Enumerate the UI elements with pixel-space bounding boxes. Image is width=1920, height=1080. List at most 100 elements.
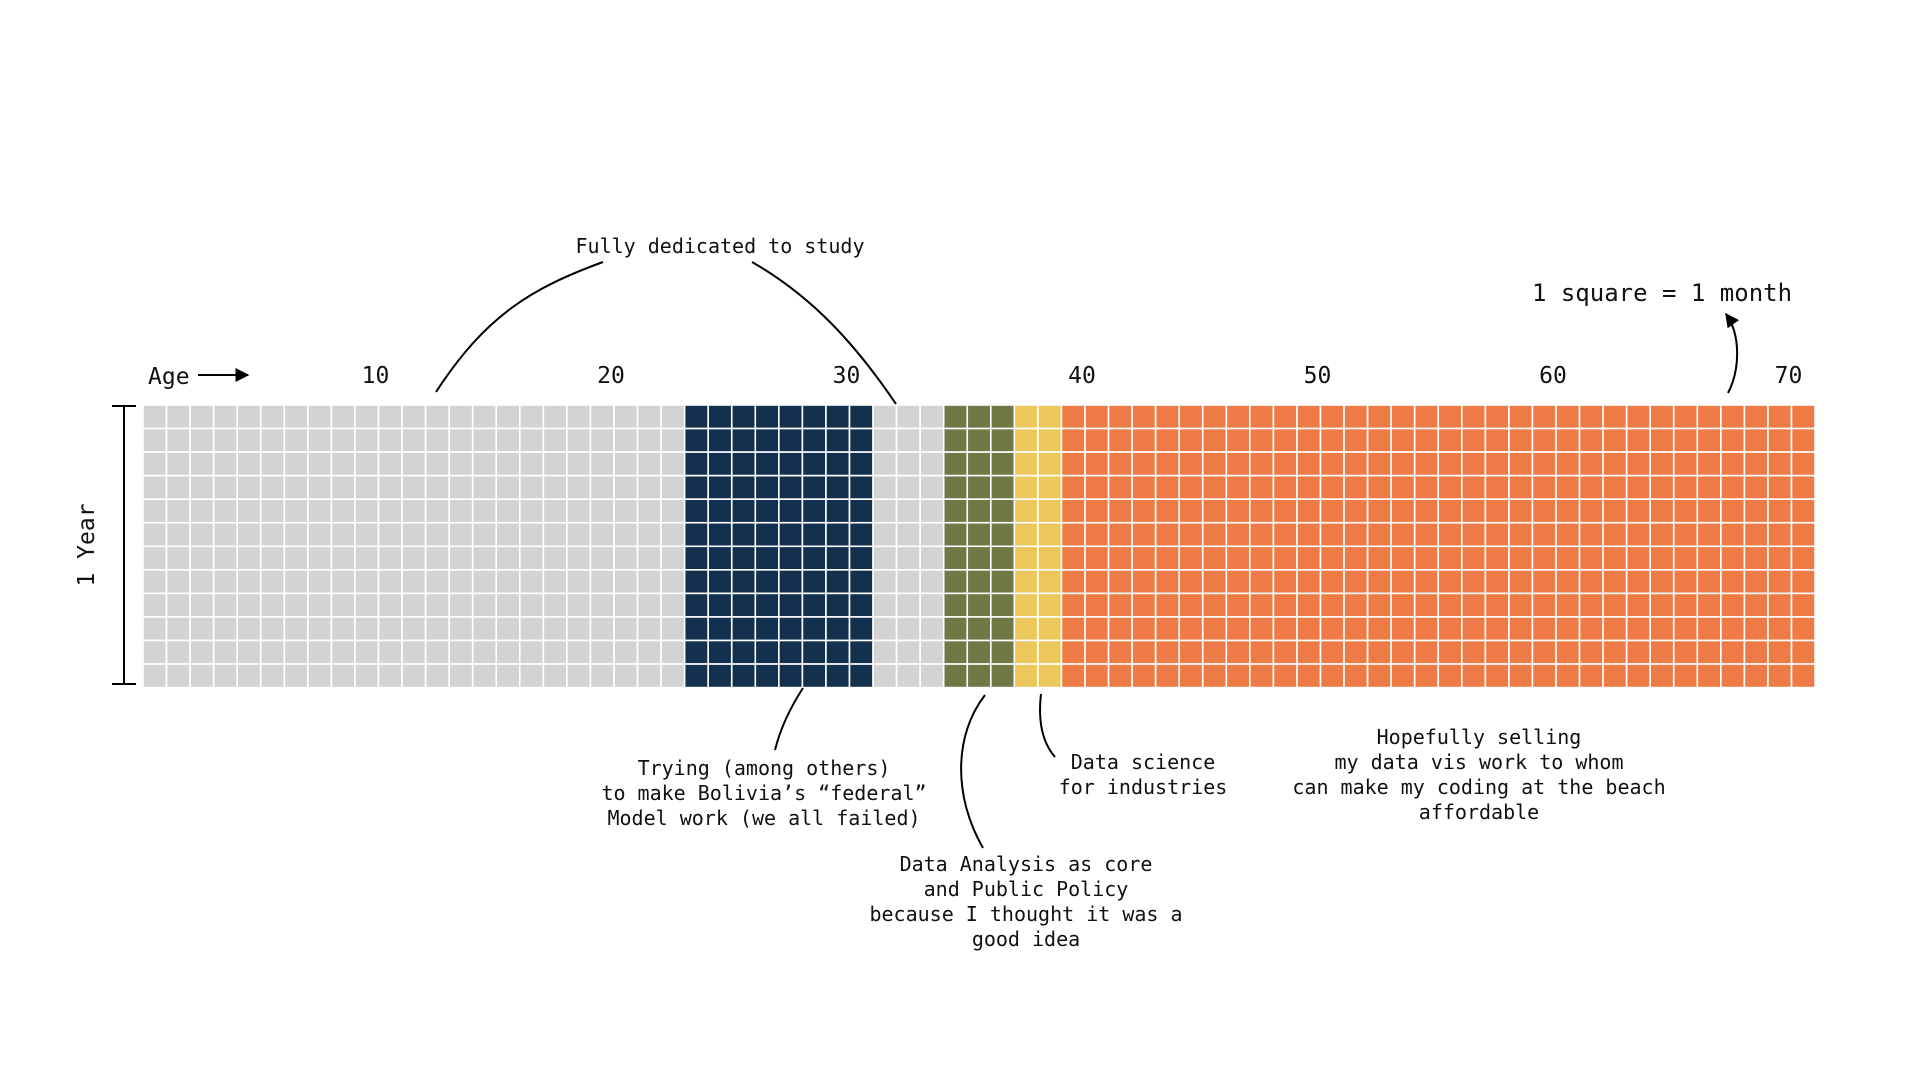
month-square [942,592,969,618]
month-square [1461,663,1487,689]
month-square [872,521,898,548]
month-square [1272,545,1298,571]
month-square [895,474,921,500]
month-square [989,616,1016,642]
month-square [919,545,945,571]
month-square [1107,498,1133,524]
month-square [1319,616,1345,642]
study-leader-right [751,261,897,405]
age-tick-40: 40 [1068,363,1096,389]
annotation-line: good idea [972,927,1080,951]
month-square [989,474,1016,500]
month-square [542,498,568,524]
month-square [377,404,403,430]
month-square [189,569,215,595]
month-square [1531,616,1557,642]
month-square [683,474,710,500]
month-square [424,451,450,477]
month-square [730,569,757,595]
month-square [1343,639,1369,665]
month-square [754,639,780,665]
month-square [1672,474,1699,500]
month-square [1037,474,1063,500]
month-square [613,616,639,642]
month-square [754,616,780,642]
month-square [1249,451,1275,477]
month-square [1767,569,1793,595]
month-square [495,498,521,524]
month-square [1672,592,1699,618]
month-square [259,545,286,571]
month-square [1225,639,1251,665]
month-square [1249,663,1275,689]
month-square [542,451,568,477]
month-square [707,498,733,524]
month-square [330,616,356,642]
month-square [1625,616,1652,642]
annotation-science: Data science for industries [1059,750,1228,799]
month-square [1343,474,1369,500]
month-square [825,404,851,430]
month-square [707,427,733,453]
month-square [471,545,498,571]
month-square [919,451,945,477]
month-square [801,521,827,548]
month-square [778,451,804,477]
month-square [1154,451,1181,477]
month-square [330,639,356,665]
month-square [1578,663,1604,689]
month-square [848,451,874,477]
month-square [1413,404,1440,430]
month-square [1602,663,1628,689]
month-square [895,663,921,689]
month-square [330,545,356,571]
month-square [683,663,710,689]
month-square [1084,592,1110,618]
month-square [1484,616,1510,642]
month-square [895,569,921,595]
month-square [471,639,498,665]
month-square [1413,592,1440,618]
month-square [354,521,380,548]
month-square [1625,569,1652,595]
month-square [236,474,262,500]
month-square [989,498,1016,524]
month-square [1508,592,1534,618]
month-square [189,521,215,548]
month-square [1531,404,1557,430]
month-square [1154,616,1181,642]
month-square [778,521,804,548]
month-square [1484,545,1510,571]
month-square [872,592,898,618]
month-square [1767,451,1793,477]
month-square [189,663,215,689]
month-square [542,545,568,571]
month-square [1390,639,1416,665]
month-square [283,639,309,665]
month-square [1201,616,1228,642]
month-square [1131,521,1157,548]
age-axis-label: Age [148,364,190,390]
month-square [683,521,710,548]
month-square [872,474,898,500]
month-square [1037,521,1063,548]
month-square [1296,404,1322,430]
month-square [1107,592,1133,618]
month-square [448,404,474,430]
science-leader [1039,693,1056,758]
month-square [1366,498,1392,524]
month-square [1649,545,1675,571]
month-square [1696,427,1722,453]
month-square [1790,663,1816,689]
month-square [165,404,191,430]
month-square [1413,474,1440,500]
month-square [848,616,874,642]
month-square [1060,592,1086,618]
month-square [989,663,1016,689]
month-square [566,592,592,618]
month-square [966,639,992,665]
month-square [259,498,286,524]
month-square [1672,427,1699,453]
month-square [212,474,238,500]
month-square [1107,569,1133,595]
